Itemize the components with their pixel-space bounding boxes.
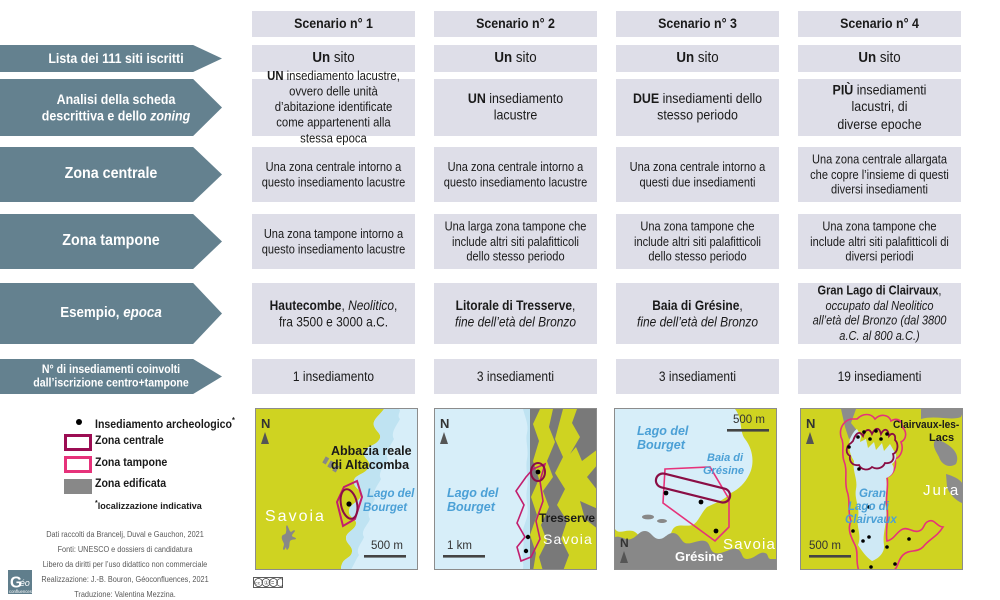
svg-text:Grésine: Grésine (703, 465, 744, 477)
svg-text:Lacs: Lacs (929, 432, 954, 444)
svg-text:confluences: confluences (9, 589, 32, 594)
svg-text:Lago di: Lago di (848, 501, 890, 513)
svg-text:Baia di: Baia di (707, 452, 744, 464)
svg-text:Bourget: Bourget (447, 500, 496, 514)
svg-text:Jura: Jura (923, 482, 960, 499)
svg-text:Clairvaux-les-: Clairvaux-les- (893, 419, 960, 431)
svg-text:Clairvaux: Clairvaux (845, 514, 897, 526)
svg-text:éo: éo (20, 578, 30, 588)
svg-text:Bourget: Bourget (637, 438, 686, 452)
svg-text:Grésine: Grésine (675, 549, 723, 564)
svg-text:Lago del: Lago del (367, 488, 415, 500)
svg-text:N: N (806, 416, 815, 431)
svg-text:Abbazia reale: Abbazia reale (331, 444, 412, 458)
svg-text:N: N (440, 416, 449, 431)
svg-text:Lago del: Lago del (637, 424, 689, 438)
svg-text:cc: cc (255, 581, 260, 586)
svg-text:=: = (271, 580, 274, 586)
svg-text:①: ① (264, 579, 269, 586)
svg-text:Bourget: Bourget (363, 502, 408, 514)
svg-text:Tresserve: Tresserve (539, 511, 595, 525)
svg-text:Savoia: Savoia (265, 508, 326, 525)
svg-text:N: N (261, 416, 270, 431)
svg-text:500 m: 500 m (371, 540, 403, 552)
svg-text:500 m: 500 m (809, 540, 841, 552)
svg-text:Gran: Gran (859, 488, 886, 500)
svg-text:500 m: 500 m (733, 414, 765, 426)
svg-text:Savoia: Savoia (723, 536, 776, 553)
svg-text:Savoia: Savoia (543, 531, 593, 547)
svg-text:Lago del: Lago del (447, 486, 499, 500)
svg-text:di Altacomba: di Altacomba (331, 458, 410, 472)
svg-text:1 km: 1 km (447, 540, 472, 552)
svg-text:N: N (620, 536, 629, 550)
